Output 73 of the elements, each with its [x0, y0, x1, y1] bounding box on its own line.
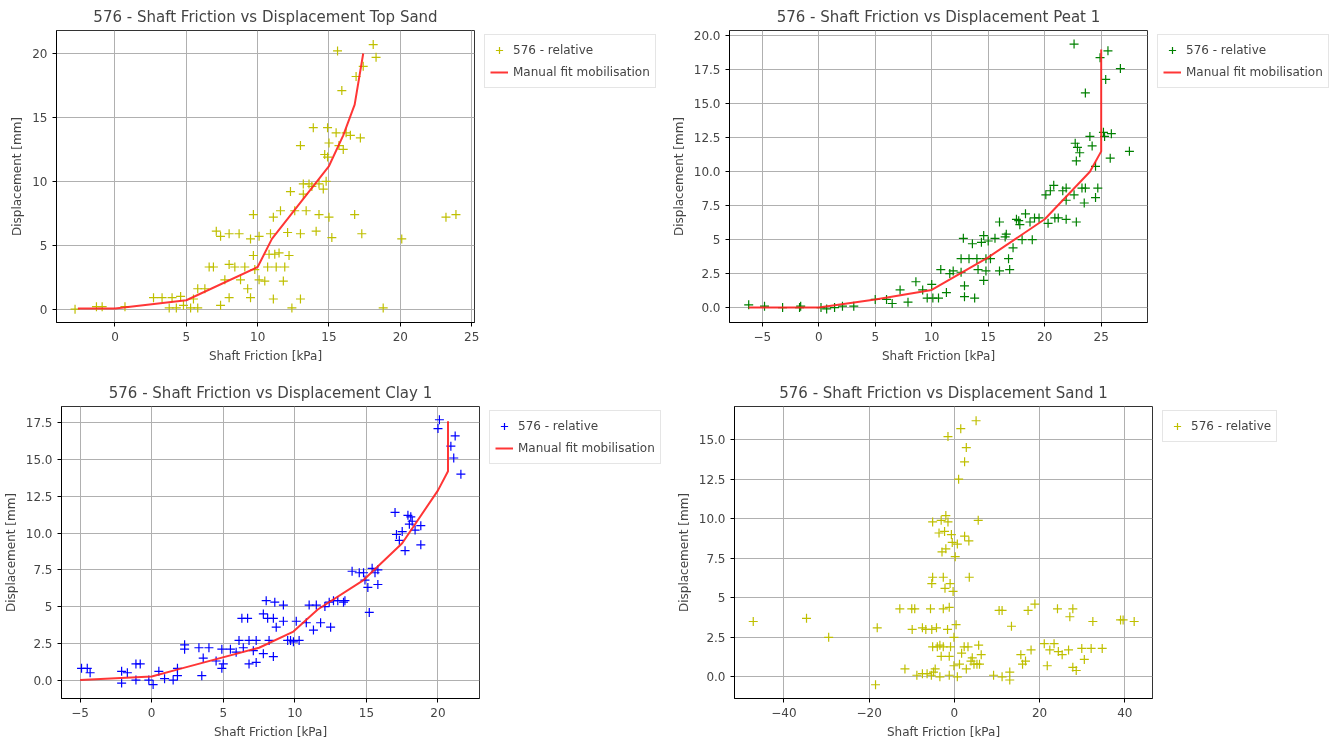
x-tick-label: −5 [753, 329, 772, 344]
legend-label: Manual fit mobilisation [513, 65, 650, 79]
x-tick-label: 0 [950, 705, 959, 720]
y-axis-title: Displacement [mm] [676, 492, 691, 613]
y-tick-label: 7.5 [706, 551, 726, 566]
y-tick-label: 12.5 [698, 472, 726, 487]
y-tick-label: 0.0 [33, 673, 53, 688]
legend-label: Manual fit mobilisation [518, 441, 655, 455]
y-tick-label: 2.5 [706, 630, 726, 645]
x-tick-label: 15 [358, 705, 375, 720]
y-tick-label: 15 [32, 110, 48, 125]
x-tick-label: 20 [392, 329, 408, 344]
y-tick-label: 5 [44, 600, 53, 615]
x-axis-title: Shaft Friction [kPa] [886, 724, 1001, 739]
x-tick-label: 20 [1031, 705, 1048, 720]
y-tick-label: 2.5 [701, 267, 721, 282]
x-tick-label: 15 [321, 329, 337, 344]
y-tick-label: 5 [39, 238, 48, 253]
y-tick-label: 0.0 [706, 670, 726, 685]
x-tick-label: 10 [924, 329, 940, 344]
y-axis-title: Displacement [mm] [10, 116, 25, 237]
x-tick-label: −40 [771, 705, 797, 720]
y-tick-label: 0 [39, 302, 48, 317]
y-tick-label: 20.0 [693, 29, 721, 44]
y-tick-label: 17.5 [25, 416, 53, 431]
y-tick-label: 15.0 [698, 433, 726, 448]
chart-title: 576 - Shaft Friction vs Displacement Peat 1 [776, 7, 1101, 26]
x-tick-label: 5 [182, 329, 191, 344]
y-tick-label: 7.5 [33, 563, 53, 578]
chart-title: 576 - Shaft Friction vs Displacement Clay 1 [108, 383, 433, 402]
x-axis-title: Shaft Friction [kPa] [213, 724, 328, 739]
y-tick-label: 5 [712, 233, 721, 248]
y-tick-label: 20 [32, 47, 48, 62]
y-tick-label: 12.5 [25, 489, 53, 504]
legend-label: 576 - relative [518, 419, 599, 433]
x-tick-label: 25 [464, 329, 480, 344]
x-tick-label: 10 [250, 329, 266, 344]
chart-title: 576 - Shaft Friction vs Displacement Top Sand [93, 7, 438, 26]
x-axis-title: Shaft Friction [kPa] [208, 348, 323, 363]
x-tick-label: −5 [71, 705, 89, 720]
legend-label: 576 - relative [513, 43, 594, 57]
x-tick-label: 5 [871, 329, 880, 344]
x-tick-label: 25 [1093, 329, 1109, 344]
x-tick-label: 10 [287, 705, 303, 720]
legend-label: 576 - relative [1186, 43, 1267, 57]
y-tick-label: 0.0 [701, 301, 721, 316]
y-tick-label: 15.0 [693, 97, 721, 112]
x-tick-label: 15 [980, 329, 996, 344]
y-tick-label: 10.0 [698, 512, 726, 527]
x-tick-label: 0 [814, 329, 823, 344]
y-tick-label: 17.5 [693, 63, 721, 78]
y-tick-label: 5 [717, 591, 726, 606]
x-tick-label: 0 [111, 329, 119, 344]
y-tick-label: 10.0 [25, 526, 53, 541]
legend-label: Manual fit mobilisation [1186, 65, 1323, 79]
x-axis-title: Shaft Friction [kPa] [881, 348, 996, 363]
y-tick-label: 12.5 [693, 131, 721, 146]
y-tick-label: 7.5 [701, 199, 721, 214]
x-tick-label: 40 [1117, 705, 1133, 720]
y-axis-title: Displacement [mm] [671, 116, 686, 237]
x-tick-label: 20 [430, 705, 446, 720]
line-series [76, 52, 365, 310]
legend-label: 576 - relative [1191, 419, 1272, 433]
y-tick-label: 2.5 [33, 636, 53, 651]
chart-title: 576 - Shaft Friction vs Displacement Sand 1 [779, 383, 1108, 402]
x-tick-label: −20 [856, 705, 882, 720]
x-tick-label: 5 [219, 705, 228, 720]
y-tick-label: 15.0 [25, 452, 53, 467]
x-tick-label: 0 [147, 705, 156, 720]
x-tick-label: 20 [1037, 329, 1053, 344]
y-tick-label: 10 [32, 174, 48, 189]
y-axis-title: Displacement [mm] [3, 492, 18, 613]
y-tick-label: 10.0 [693, 165, 721, 180]
